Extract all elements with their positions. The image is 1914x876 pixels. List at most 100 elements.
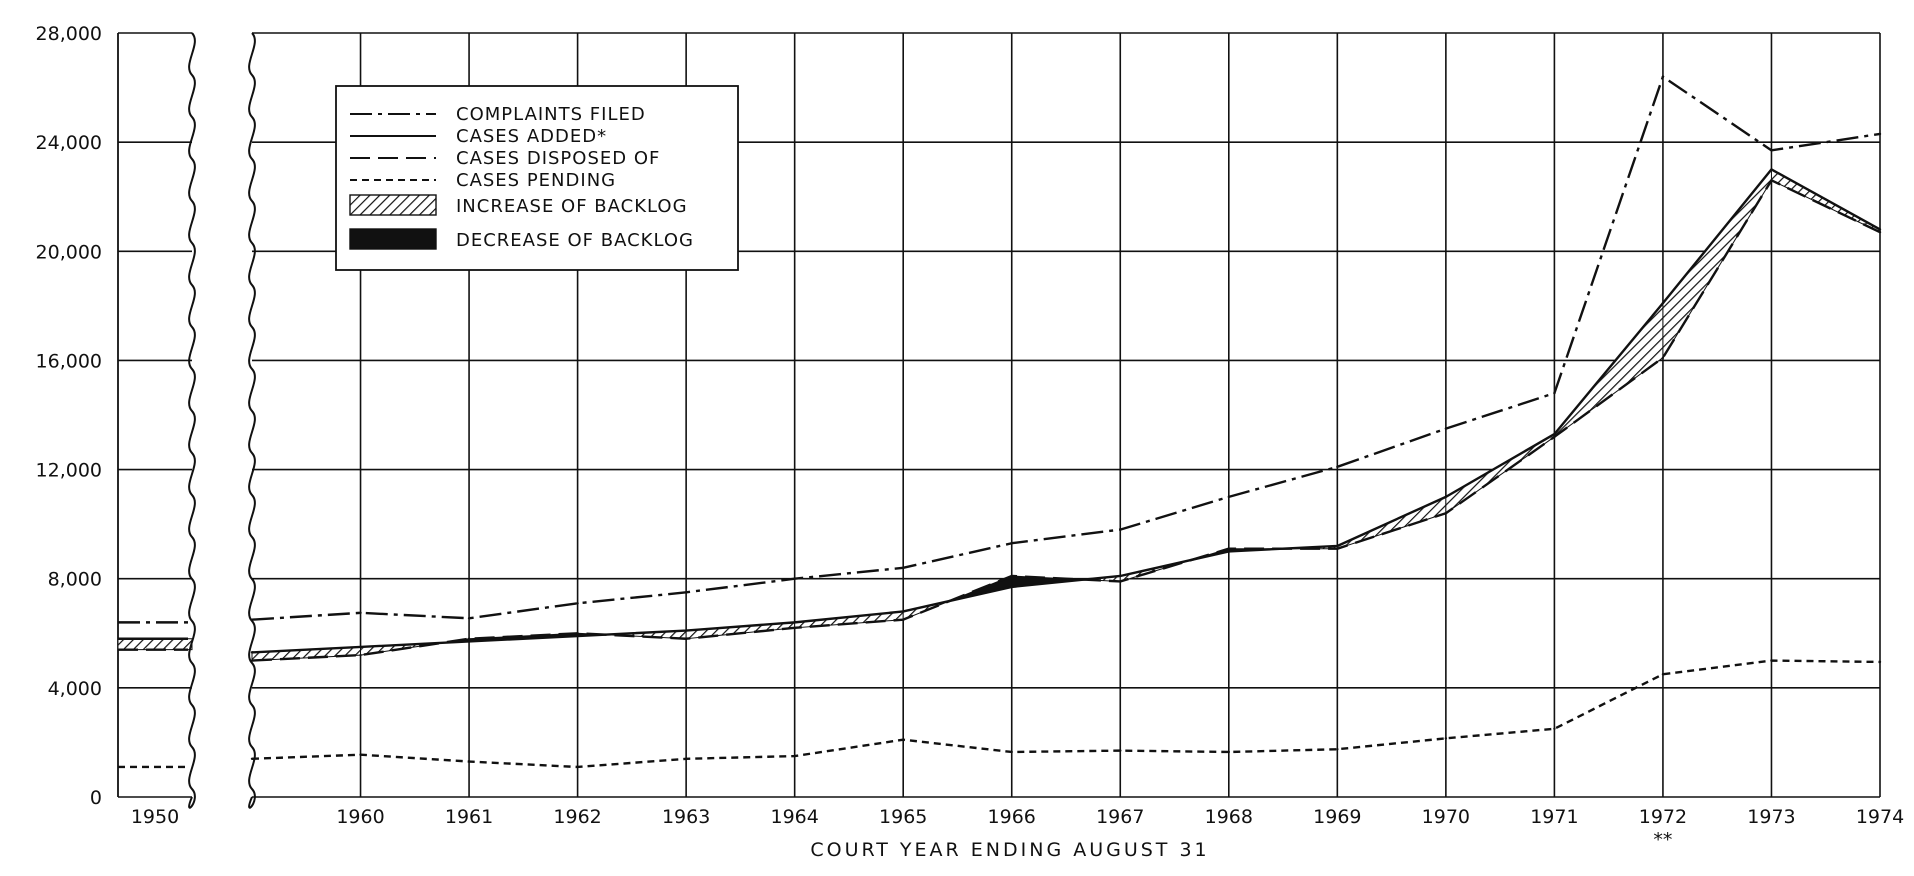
data-point-2-1962 (576, 632, 579, 635)
data-point-1-1969 (1336, 544, 1339, 548)
data-point-1-1964 (793, 621, 796, 624)
data-point-1-1961 (467, 640, 471, 643)
data-point-0-1962 (576, 602, 579, 605)
data-point-0-1965 (902, 566, 905, 569)
data-point-0-1960 (359, 611, 362, 615)
data-point-1-1965 (902, 610, 905, 613)
series-line-cases-added (251, 168, 1881, 654)
data-point-3-1964 (793, 754, 796, 758)
data-point-1-1974 (1878, 228, 1882, 231)
data-point-0-1973 (1770, 149, 1773, 152)
data-point-0-1961 (467, 617, 471, 620)
x-footnote-mark: ** (1653, 829, 1672, 851)
data-point-3-1972 (1661, 673, 1665, 676)
y-tick-label-3: 12,000 (36, 460, 102, 482)
axis-layer: 0 4,000 8,000 12,000 16,000 20,000 24,000 28,00… (36, 23, 1905, 861)
x-tick-label-1970: 1970 (1422, 806, 1470, 828)
data-point-2-1971 (1553, 435, 1556, 439)
y-tick-label-1: 4,000 (48, 678, 102, 700)
data-point-1-1967 (1119, 574, 1122, 578)
data-point-1-1972 (1661, 301, 1665, 305)
legend-label-4: INCREASE OF BACKLOG (456, 196, 688, 217)
data-point-3-1968 (1227, 750, 1231, 754)
legend-label-2: CASES DISPOSED OF (456, 148, 660, 169)
data-point-3-1961 (467, 760, 471, 763)
y-tick-label-5: 20,000 (36, 241, 102, 263)
data-point-3-1970 (1444, 737, 1448, 740)
series-layer (118, 75, 1882, 769)
data-point-0-1971 (1553, 391, 1556, 395)
series-line-cases-disposed-of (251, 179, 1881, 662)
data-point-0-1968 (1227, 495, 1231, 499)
legend-swatch-5 (349, 228, 437, 250)
legend-label-5: DECREASE OF BACKLOG (456, 230, 694, 251)
data-point-2-1966 (1010, 574, 1013, 578)
x-tick-label-1967: 1967 (1096, 806, 1144, 828)
data-point-1-1971 (1553, 432, 1556, 436)
data-point-3-1971 (1553, 727, 1556, 730)
data-point-0-1974 (1878, 132, 1882, 136)
data-point-3-1965 (902, 738, 905, 741)
x-tick-label-1950: 1950 (131, 806, 179, 828)
data-point-3-1967 (1119, 749, 1122, 752)
y-tick-label-7: 28,000 (36, 23, 102, 45)
x-tick-label-1961: 1961 (445, 806, 493, 828)
increase-backlog-area-1950 (117, 638, 193, 651)
x-tick-label-1963: 1963 (662, 806, 710, 828)
x-tick-label-1973: 1973 (1747, 806, 1795, 828)
data-point-2-1968 (1227, 547, 1231, 550)
x-tick-label-1965: 1965 (879, 806, 927, 828)
y-tick-label-0: 0 (90, 787, 102, 809)
data-point-2-1973 (1770, 179, 1773, 182)
data-point-0-1963 (684, 591, 688, 594)
legend-swatch-4 (349, 194, 437, 216)
legend-label-1: CASES ADDED* (456, 126, 607, 147)
x-tick-label-1971: 1971 (1530, 806, 1578, 828)
data-point-0-1969 (1336, 465, 1339, 469)
x-tick-label-1974: 1974 (1856, 806, 1904, 828)
y-tick-label-4: 16,000 (36, 350, 102, 372)
x-tick-label-1972: 1972 (1639, 806, 1687, 828)
data-point-3-1959 (250, 757, 254, 760)
axis-break-layer (188, 32, 256, 809)
legend-box (335, 85, 739, 271)
data-point-1-1966 (1010, 585, 1013, 589)
x-tick-label-1964: 1964 (770, 806, 818, 828)
data-point-3-1966 (1010, 750, 1013, 754)
x-tick-label-1962: 1962 (553, 806, 601, 828)
data-point-2-1969 (1336, 547, 1339, 550)
legend-label-3: CASES PENDING (456, 170, 616, 191)
y-tick-label-6: 24,000 (36, 132, 102, 154)
series-line-complaints-filed (251, 75, 1881, 621)
axis-break-left-edge (248, 32, 256, 809)
x-tick-label-1960: 1960 (336, 806, 384, 828)
data-point-3-1960 (359, 753, 362, 756)
x-tick-label-1966: 1966 (988, 806, 1036, 828)
data-point-2-1970 (1444, 512, 1448, 515)
data-point-0-1972 (1661, 75, 1665, 78)
data-point-0-1964 (793, 577, 796, 580)
data-point-0-1966 (1010, 542, 1013, 545)
data-point-1-1960 (359, 645, 362, 649)
series-line-cases-pending (251, 659, 1881, 769)
data-point-1-1970 (1444, 495, 1448, 499)
data-point-0-1967 (1119, 528, 1122, 531)
data-point-3-1969 (1336, 748, 1339, 751)
x-tick-label-1968: 1968 (1205, 806, 1253, 828)
data-point-2-1974 (1878, 230, 1882, 234)
data-point-1-1968 (1227, 550, 1231, 553)
data-point-2-1963 (684, 637, 688, 640)
y-tick-label-2: 8,000 (48, 569, 102, 591)
data-point-2-1965 (902, 618, 905, 621)
data-point-2-1964 (793, 626, 796, 630)
legend-label-0: COMPLAINTS FILED (456, 104, 646, 125)
data-point-2-1967 (1119, 580, 1122, 583)
data-point-2-1960 (359, 653, 362, 657)
data-point-3-1962 (576, 765, 579, 769)
data-point-0-1970 (1444, 427, 1448, 430)
data-point-1-1963 (684, 629, 688, 632)
x-axis-title: COURT YEAR ENDING AUGUST 31 (810, 839, 1209, 861)
